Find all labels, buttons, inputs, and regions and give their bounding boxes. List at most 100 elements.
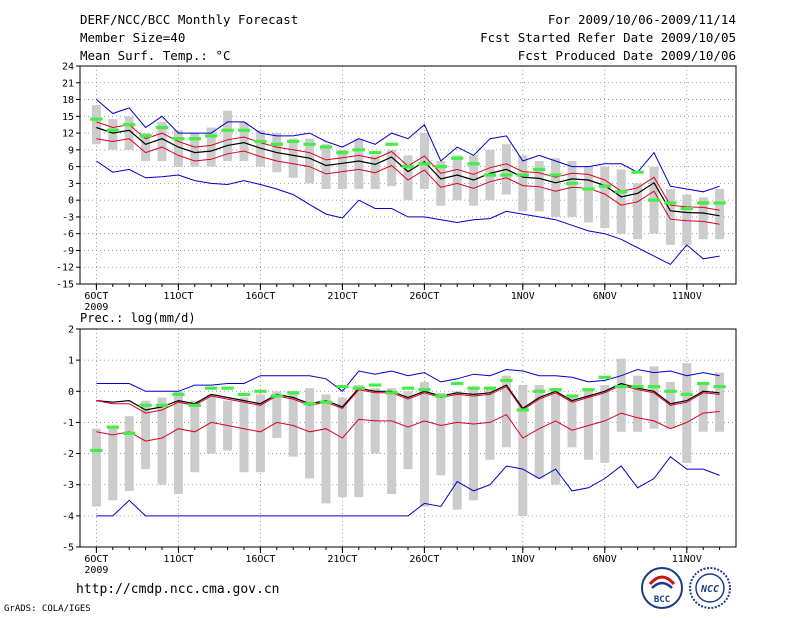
- precipitation-marker: [549, 388, 562, 392]
- temperature-spread-box: [337, 149, 347, 189]
- temperature-marker: [188, 137, 201, 141]
- temperature-ytick-label: 6: [68, 162, 74, 173]
- precipitation-marker: [631, 385, 644, 389]
- temperature-spread-box: [403, 155, 413, 201]
- temperature-ytick-label: 3: [68, 179, 74, 190]
- temperature-ytick-label: -6: [62, 229, 74, 240]
- temperature-marker: [434, 165, 447, 169]
- temperature-marker: [287, 139, 300, 144]
- temperature-spread-box: [665, 188, 675, 245]
- precipitation-ytick-label: -2: [62, 449, 74, 460]
- temperature-marker: [467, 162, 480, 166]
- precipitation-marker: [90, 448, 103, 453]
- temperature-marker: [615, 190, 628, 194]
- grads-credit: GrADS: COLA/IGES: [4, 604, 91, 614]
- temperature-ytick-label: 9: [68, 145, 74, 156]
- temperature-xtick-label: 6NOV: [593, 291, 617, 302]
- source-url[interactable]: http://cmdp.ncc.cma.gov.cn: [76, 582, 280, 597]
- precipitation-marker: [598, 375, 611, 379]
- temperature-marker: [713, 201, 726, 205]
- temperature-spread-box: [698, 197, 708, 240]
- temperature-spread-box: [583, 166, 593, 223]
- temperature-ytick-label: -12: [56, 263, 74, 274]
- precipitation-spread-box: [534, 385, 544, 479]
- temperature-ytick-label: -15: [56, 280, 74, 291]
- precipitation-marker: [172, 392, 185, 396]
- precipitation-marker: [664, 389, 677, 393]
- temperature-spread-box: [124, 116, 134, 150]
- precipitation-spread-box: [715, 372, 725, 432]
- precipitation-spread-box: [600, 385, 610, 463]
- temperature-marker: [483, 173, 497, 177]
- temperature-ytick-label: 18: [62, 95, 74, 106]
- precipitation-marker: [221, 386, 234, 390]
- temperature-series-min: [96, 160, 720, 266]
- temperature-marker: [352, 148, 365, 152]
- temperature-ytick-label: 15: [62, 112, 74, 123]
- temperature-marker: [647, 198, 661, 202]
- precipitation-marker: [385, 391, 398, 395]
- temperature-spread-box: [518, 155, 528, 212]
- precipitation-year-label: 2009: [84, 565, 108, 576]
- temperature-ytick-label: 12: [62, 129, 74, 140]
- ncc-logo: NCC: [689, 567, 731, 609]
- precipitation-marker: [401, 386, 415, 390]
- temperature-xtick-label: 1NOV: [511, 291, 535, 302]
- precipitation-spread-box: [305, 388, 315, 479]
- precipitation-spread-box: [173, 391, 183, 495]
- precipitation-spread-box: [337, 397, 347, 498]
- precipitation-marker: [483, 386, 497, 390]
- precipitation-spread-box: [403, 391, 413, 470]
- precipitation-marker: [369, 383, 382, 387]
- precipitation-spread-box: [419, 381, 429, 507]
- temperature-marker: [369, 151, 382, 155]
- precipitation-ytick-label: -4: [62, 511, 74, 522]
- precipitation-marker: [467, 386, 480, 390]
- temperature-marker: [172, 137, 185, 141]
- temperature-spread-box: [321, 144, 331, 189]
- temperature-series-max: [96, 99, 720, 193]
- precipitation-spread-box: [469, 388, 479, 501]
- bcc-logo-text: BCC: [654, 595, 670, 605]
- precipitation-marker: [303, 402, 316, 406]
- precipitation-spread-box: [518, 385, 528, 516]
- precipitation-ytick-label: 2: [68, 325, 74, 336]
- precipitation-marker: [533, 389, 546, 393]
- precipitation-spread-box: [698, 385, 708, 432]
- temperature-xtick-label: 11NOV: [672, 291, 702, 302]
- temperature-xtick-label: 11OCT: [163, 291, 193, 302]
- precipitation-spread-box: [255, 394, 265, 473]
- precipitation-marker: [647, 385, 661, 389]
- temperature-marker: [205, 134, 218, 138]
- temperature-marker: [582, 187, 595, 191]
- precipitation-marker: [319, 400, 333, 404]
- temperature-marker: [139, 134, 152, 138]
- temperature-marker: [106, 128, 119, 132]
- temperature-spread-box: [108, 119, 118, 150]
- temperature-marker: [598, 184, 611, 188]
- precipitation-spread-box: [157, 397, 167, 485]
- temperature-spread-box: [91, 105, 101, 145]
- temperature-marker: [319, 145, 333, 149]
- temperature-spread-box: [173, 130, 183, 167]
- forecast-produced: Fcst Produced Date 2009/10/06: [517, 48, 736, 63]
- temperature-marker: [451, 156, 464, 160]
- temperature-xtick-label: 16OCT: [245, 291, 275, 302]
- temperature-spread-box: [387, 149, 397, 187]
- precipitation-spread-box: [124, 416, 134, 491]
- precipitation-spread-box: [387, 388, 397, 495]
- precipitation-spread-box: [452, 391, 462, 510]
- precipitation-xtick-label: 11NOV: [672, 554, 702, 565]
- precipitation-spread-box: [354, 385, 364, 498]
- precipitation-xtick-label: 6NOV: [593, 554, 617, 565]
- precipitation-marker: [451, 381, 464, 386]
- temperature-year-label: 2009: [84, 302, 108, 313]
- temperature-marker: [254, 139, 267, 144]
- temperature-xtick-label: 21OCT: [327, 291, 357, 302]
- temperature-marker: [221, 128, 234, 132]
- precipitation-spread-box: [436, 392, 446, 476]
- forecast-period: For 2009/10/06-2009/11/14: [547, 12, 736, 27]
- temperature-spread-box: [633, 183, 643, 240]
- temperature-spread-box: [239, 121, 249, 162]
- temperature-marker: [303, 142, 316, 146]
